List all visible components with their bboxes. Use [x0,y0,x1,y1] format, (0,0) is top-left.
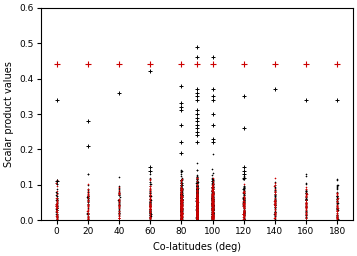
X-axis label: Co-latitudes (deg): Co-latitudes (deg) [153,242,241,252]
Y-axis label: Scalar product values: Scalar product values [4,61,14,167]
